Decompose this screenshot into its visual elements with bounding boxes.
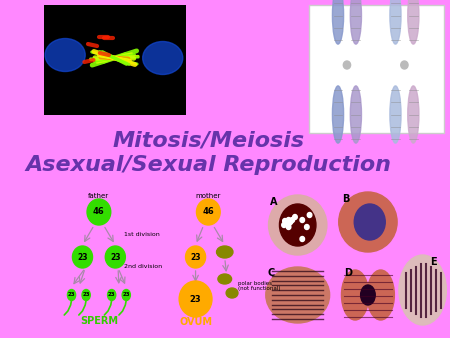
Text: 1st division: 1st division bbox=[125, 232, 160, 237]
Ellipse shape bbox=[266, 267, 329, 323]
Text: A: A bbox=[270, 197, 278, 207]
Ellipse shape bbox=[367, 270, 394, 320]
Text: 46: 46 bbox=[202, 208, 214, 217]
Ellipse shape bbox=[218, 274, 232, 284]
Circle shape bbox=[290, 217, 294, 222]
Circle shape bbox=[286, 221, 291, 226]
Text: OVUM: OVUM bbox=[179, 317, 212, 327]
Ellipse shape bbox=[390, 0, 401, 44]
Ellipse shape bbox=[399, 255, 446, 325]
Text: 23: 23 bbox=[108, 292, 116, 297]
Text: SPERM: SPERM bbox=[80, 316, 118, 326]
Ellipse shape bbox=[279, 204, 316, 246]
Text: D: D bbox=[344, 268, 352, 278]
Ellipse shape bbox=[143, 42, 183, 74]
Text: Mitosis/Meiosis: Mitosis/Meiosis bbox=[112, 130, 304, 150]
Text: 2nd division: 2nd division bbox=[125, 265, 162, 269]
Ellipse shape bbox=[360, 285, 375, 305]
Ellipse shape bbox=[333, 0, 344, 44]
Text: father: father bbox=[88, 193, 109, 199]
Circle shape bbox=[401, 61, 408, 69]
Text: 23: 23 bbox=[122, 292, 130, 297]
Ellipse shape bbox=[108, 290, 116, 300]
Circle shape bbox=[197, 199, 220, 225]
Circle shape bbox=[185, 246, 206, 268]
Bar bbox=[309, 5, 444, 133]
Ellipse shape bbox=[45, 39, 85, 72]
Circle shape bbox=[87, 199, 111, 225]
Bar bbox=[44, 5, 185, 115]
Circle shape bbox=[292, 215, 297, 219]
Ellipse shape bbox=[68, 290, 76, 300]
Circle shape bbox=[105, 246, 126, 268]
Circle shape bbox=[283, 218, 287, 223]
Ellipse shape bbox=[339, 192, 397, 252]
Circle shape bbox=[286, 224, 291, 230]
Ellipse shape bbox=[82, 290, 90, 300]
Text: 23: 23 bbox=[77, 252, 88, 262]
Text: 46: 46 bbox=[93, 208, 105, 217]
Text: E: E bbox=[430, 257, 436, 267]
Ellipse shape bbox=[354, 204, 385, 240]
Circle shape bbox=[288, 219, 292, 224]
Circle shape bbox=[72, 246, 93, 268]
Ellipse shape bbox=[333, 86, 344, 143]
Ellipse shape bbox=[122, 290, 130, 300]
Ellipse shape bbox=[390, 86, 401, 143]
Text: mother: mother bbox=[196, 193, 221, 199]
Text: 23: 23 bbox=[110, 252, 121, 262]
Ellipse shape bbox=[350, 86, 361, 143]
Circle shape bbox=[300, 237, 305, 241]
Circle shape bbox=[343, 61, 351, 69]
Text: polar bodies
(not functional): polar bodies (not functional) bbox=[238, 281, 281, 291]
Text: 23: 23 bbox=[190, 294, 202, 304]
Ellipse shape bbox=[350, 0, 361, 44]
Ellipse shape bbox=[216, 246, 233, 258]
Circle shape bbox=[282, 222, 286, 227]
Ellipse shape bbox=[269, 195, 327, 255]
Text: 23: 23 bbox=[82, 292, 90, 297]
Text: 23: 23 bbox=[190, 252, 201, 262]
Ellipse shape bbox=[408, 0, 419, 44]
Text: Asexual/Sexual Reproduction: Asexual/Sexual Reproduction bbox=[25, 155, 391, 175]
Text: 23: 23 bbox=[68, 292, 75, 297]
Ellipse shape bbox=[408, 86, 419, 143]
Text: B: B bbox=[342, 194, 350, 204]
Ellipse shape bbox=[226, 288, 238, 298]
Circle shape bbox=[300, 217, 305, 222]
Circle shape bbox=[305, 224, 309, 230]
Circle shape bbox=[307, 213, 312, 217]
Text: C: C bbox=[268, 268, 275, 278]
Circle shape bbox=[286, 217, 291, 222]
Circle shape bbox=[179, 281, 212, 317]
Ellipse shape bbox=[342, 270, 369, 320]
